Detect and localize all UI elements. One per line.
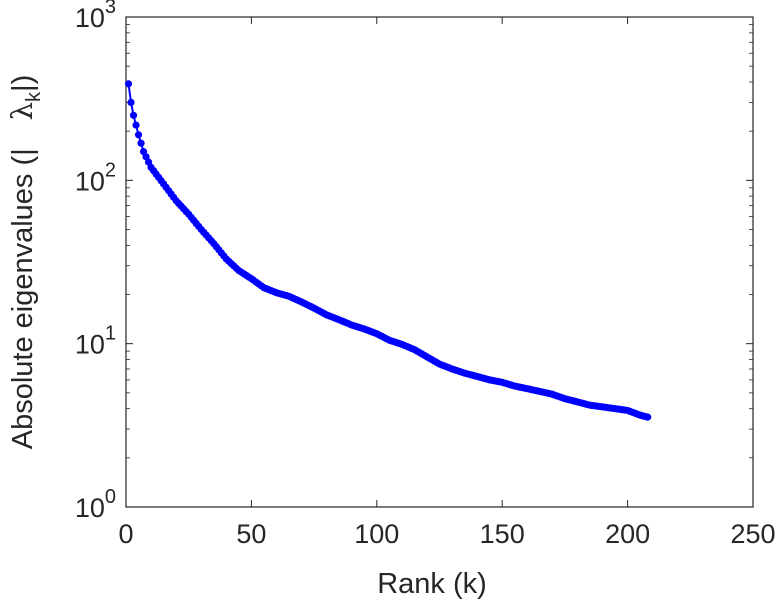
y-tick-label: 103 (75, 0, 116, 33)
data-point (127, 98, 135, 107)
data-point (124, 80, 133, 88)
x-tick-label: 100 (354, 519, 399, 549)
data-point (132, 121, 140, 129)
y-axis-title-suffix: |) (7, 75, 39, 92)
y-tick-label: 100 (75, 486, 116, 523)
y-axis-title-subscript: k (23, 91, 45, 102)
y-axis-title-symbol: λ (5, 102, 39, 120)
y-axis-ticks: 100 101 102 103 (75, 0, 753, 523)
x-tick-label: 200 (605, 519, 650, 549)
x-tick-label: 250 (730, 519, 775, 549)
y-axis-title-prefix: Absolute eigenvalues (| (7, 148, 39, 449)
y-tick-label: 102 (75, 159, 116, 196)
x-tick-label: 150 (480, 519, 525, 549)
x-axis-ticks: 0 50 100 150 200 250 (118, 17, 776, 549)
y-axis-title: Absolute eigenvalues (| λk|) (5, 75, 45, 450)
x-tick-label: 50 (236, 519, 266, 549)
data-point (137, 139, 145, 147)
y-tick-label: 101 (75, 323, 116, 360)
plot-area (125, 16, 754, 508)
data-point (644, 413, 652, 421)
x-tick-label: 0 (118, 519, 133, 549)
data-series (124, 80, 652, 421)
data-point (129, 111, 138, 119)
x-axis-title: Rank (k) (377, 568, 487, 600)
data-point (134, 131, 143, 139)
